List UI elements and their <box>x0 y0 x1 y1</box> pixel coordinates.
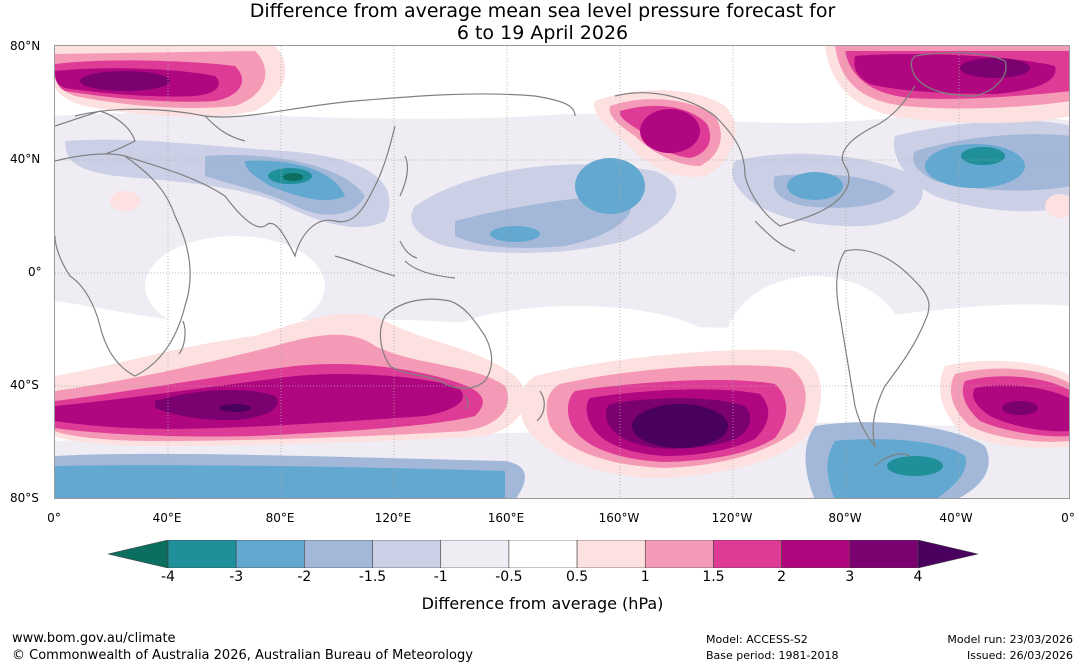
colorbar-cell <box>644 540 714 568</box>
lat-label-80s: 80°S <box>10 491 39 505</box>
lon-label-120w: 120°W <box>711 511 753 525</box>
colorbar-arrow-min <box>108 540 169 568</box>
colorbar-tick-label: -2 <box>297 569 312 585</box>
footer-base-period: Base period: 1981-2018 <box>706 649 839 662</box>
colorbar-tick-label: 2 <box>777 569 787 585</box>
colorbar-tick-label: 3 <box>845 569 855 585</box>
graticule <box>55 46 1069 498</box>
colorbar-cell <box>508 540 578 568</box>
colorbar-tick-label: -3 <box>229 569 244 585</box>
lon-label-160w: 160°W <box>598 511 640 525</box>
colorbar-cells <box>167 540 919 568</box>
pressure-anomaly-map <box>54 45 1070 499</box>
colorbar-tick-label: 4 <box>913 569 923 585</box>
colorbar-cell <box>304 540 373 568</box>
footer-model-run: Model run: 23/03/2026 <box>947 633 1073 646</box>
colorbar-cell <box>440 540 510 568</box>
lat-label-80n: 80°N <box>10 39 41 53</box>
colorbar-label: Difference from average (hPa) <box>421 594 664 613</box>
footer-model: Model: ACCESS-S2 <box>706 633 808 646</box>
footer-url[interactable]: www.bom.gov.au/climate <box>12 631 176 646</box>
lon-label-120e: 120°E <box>374 511 412 525</box>
colorbar-cell <box>235 540 305 568</box>
lat-label-equator: 0° <box>28 265 42 279</box>
lat-label-40s: 40°S <box>10 378 39 392</box>
lon-label-80w: 80°W <box>828 511 862 525</box>
title-line-1: Difference from average mean sea level p… <box>249 0 836 22</box>
lon-label-40w: 40°W <box>939 511 973 525</box>
colorbar-cell <box>167 540 237 568</box>
lon-label-0-right: 0° <box>1061 511 1075 525</box>
footer-issued: Issued: 26/03/2026 <box>966 649 1073 662</box>
colorbar-cell <box>781 540 851 568</box>
colorbar-tick-label: -0.5 <box>495 569 523 585</box>
colorbar-tick-label: 1 <box>640 569 650 585</box>
lon-label-80e: 80°E <box>265 511 295 525</box>
colorbar-tick-label: -4 <box>161 569 175 585</box>
colorbar-cell <box>849 540 919 568</box>
coastlines <box>55 52 1007 467</box>
lat-label-40n: 40°N <box>10 152 41 166</box>
lon-label-0-left: 0° <box>47 511 61 525</box>
colorbar-tick-label: -1.5 <box>358 569 387 585</box>
lon-label-160e: 160°E <box>487 511 525 525</box>
colorbar-cell <box>576 540 646 568</box>
colorbar-cell <box>713 540 782 568</box>
lon-label-40e: 40°E <box>152 511 182 525</box>
colorbar <box>108 540 978 568</box>
footer-copyright: © Commonwealth of Australia 2026, Austra… <box>12 648 473 663</box>
colorbar-tick-label: 0.5 <box>565 569 589 585</box>
title-line-2: 6 to 19 April 2026 <box>456 22 629 44</box>
chart-title: Difference from average mean sea level p… <box>0 0 1085 44</box>
colorbar-tick-label: -1 <box>433 569 448 585</box>
map-svg <box>55 46 1069 498</box>
anomaly-fields <box>55 46 1069 498</box>
colorbar-arrow-max <box>917 540 978 568</box>
colorbar-tick-label: 1.5 <box>702 569 725 585</box>
colorbar-cell <box>372 540 442 568</box>
